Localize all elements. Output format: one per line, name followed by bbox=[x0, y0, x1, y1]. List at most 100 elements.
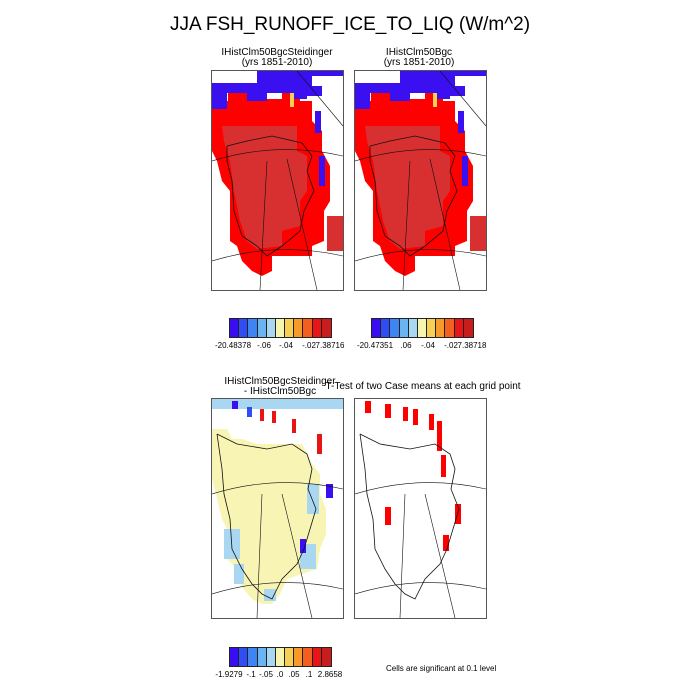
colorbar-tick-label: .0 bbox=[276, 670, 284, 679]
colorbar-swatch bbox=[266, 648, 276, 666]
coast bbox=[369, 135, 458, 257]
field-blue-center bbox=[300, 539, 306, 553]
meridian-2 bbox=[281, 493, 313, 618]
coast bbox=[226, 135, 315, 257]
meridian-1 bbox=[402, 160, 411, 290]
field-red-right-isle bbox=[470, 216, 486, 251]
sig-cell-3 bbox=[403, 407, 408, 421]
colorbar-tick-label: -20.48378 bbox=[214, 341, 252, 350]
colorbar-tick-label: -.02 bbox=[302, 341, 316, 350]
colorbar-swatch bbox=[372, 319, 382, 337]
field-yellow-strip bbox=[290, 93, 294, 107]
colorbar-tick-label: -20.47351 bbox=[356, 341, 394, 350]
parallel-1 bbox=[212, 482, 343, 495]
field-blue-right2 bbox=[462, 156, 468, 186]
colorbar-tick-label: .06 bbox=[400, 341, 412, 350]
colorbar-swatch bbox=[454, 319, 464, 337]
sig-cell-6 bbox=[437, 421, 442, 451]
field-blue-right1 bbox=[315, 111, 321, 133]
field-blue-right bbox=[326, 484, 333, 498]
field-blue-top1 bbox=[232, 401, 238, 409]
meridian-2 bbox=[429, 158, 461, 290]
colorbar-tick-label: -.02 bbox=[444, 341, 458, 350]
field-lightblue-right bbox=[307, 484, 319, 514]
panel-title-top-right: IHistClm50Bgc (yrs 1851-2010) bbox=[342, 48, 496, 68]
colorbar-tick-label: 7.38718 bbox=[457, 341, 487, 350]
coast bbox=[359, 433, 460, 600]
colorbar-swatch bbox=[248, 648, 258, 666]
panel-line2: - IHistClm50Bgc bbox=[243, 386, 317, 397]
meridian-2 bbox=[286, 158, 318, 290]
parallel-1 bbox=[355, 149, 486, 162]
colorbar-tick-label: -.06 bbox=[257, 341, 271, 350]
colorbar-swatch bbox=[266, 319, 276, 337]
field-red-right-isle bbox=[327, 216, 343, 251]
colorbar-swatch bbox=[390, 319, 400, 337]
field-blue-right2 bbox=[319, 156, 325, 186]
colorbar-top-right-ticks: -20.47351 .06 -.04 -.02 7.38718 bbox=[357, 341, 486, 351]
colorbar-swatch bbox=[417, 319, 428, 337]
map-top-right bbox=[354, 70, 487, 291]
colorbar-tick-label: -.05 bbox=[259, 670, 273, 679]
colorbar-swatch bbox=[257, 319, 267, 337]
map-top-left-graphic bbox=[212, 71, 343, 290]
colorbar-swatch bbox=[275, 319, 286, 337]
panel-title-top-left: IHistClm50BgcSteidinger (yrs 1851-2010) bbox=[200, 48, 354, 68]
colorbar-top-left-ticks: -20.48378 -.06 -.04 -.02 7.38716 bbox=[215, 341, 344, 351]
sig-cell-9 bbox=[455, 504, 461, 524]
colorbar-top-left bbox=[229, 318, 332, 338]
field-blue-right1 bbox=[458, 111, 464, 133]
colorbar-bottom bbox=[229, 647, 332, 667]
colorbar-swatch bbox=[248, 319, 258, 337]
panel-title-bottom-left: IHistClm50BgcSteidinger - IHistClm50Bgc bbox=[205, 377, 355, 397]
colorbar-swatch bbox=[312, 648, 322, 666]
colorbar-swatch bbox=[321, 648, 331, 666]
meridian-3 bbox=[296, 71, 343, 127]
colorbar-swatch bbox=[321, 319, 331, 337]
colorbar-swatch bbox=[303, 319, 313, 337]
colorbar-swatch bbox=[445, 319, 455, 337]
field-yellow-strip bbox=[433, 93, 437, 107]
parallel-1 bbox=[212, 149, 343, 162]
field-lightblue-bottom bbox=[264, 589, 276, 601]
colorbar-swatch bbox=[312, 319, 322, 337]
sig-cell-1 bbox=[365, 401, 371, 413]
map-bottom-left bbox=[211, 398, 344, 619]
parallel-2 bbox=[355, 249, 486, 262]
field-red-top1 bbox=[260, 409, 264, 421]
significance-note: Cells are significant at 0.1 level bbox=[386, 664, 497, 673]
colorbar-tick-label: -1.9279 bbox=[215, 670, 243, 679]
colorbar-swatch bbox=[303, 648, 313, 666]
meridian-1 bbox=[256, 493, 263, 618]
map-top-right-graphic bbox=[355, 71, 486, 290]
colorbar-bottom-ticks: -1.9279 -.1 -.05.0 .05 .1 2.8658 bbox=[215, 670, 342, 680]
colorbar-swatch bbox=[399, 319, 409, 337]
colorbar-swatch bbox=[285, 648, 295, 666]
field-red-top3 bbox=[292, 419, 296, 433]
panel-name: IHistClm50BgcSteidinger bbox=[221, 47, 333, 58]
field-lightblue-top bbox=[212, 399, 343, 409]
colorbar-swatch bbox=[381, 319, 391, 337]
field-yellow bbox=[212, 429, 326, 604]
sig-cell-2 bbox=[385, 404, 391, 418]
sig-cell-5 bbox=[429, 414, 434, 430]
colorbar-tick-label: -.1 bbox=[246, 670, 256, 679]
field-white-top bbox=[212, 71, 257, 83]
map-bottom-left-graphic bbox=[212, 399, 343, 618]
map-bottom-right-graphic bbox=[355, 401, 486, 618]
field-blue-top2 bbox=[247, 407, 252, 417]
meridian-1 bbox=[259, 160, 268, 290]
meridian-3 bbox=[439, 71, 486, 127]
colorbar-swatch bbox=[239, 319, 249, 337]
sig-cell-4 bbox=[413, 409, 418, 425]
colorbar-swatch bbox=[257, 648, 267, 666]
colorbar-swatch bbox=[285, 319, 295, 337]
parallel-2 bbox=[355, 582, 486, 595]
panel-subtitle: (yrs 1851-2010) bbox=[241, 57, 313, 68]
field-dark-red bbox=[365, 126, 450, 249]
panel-title-bottom-right: T-Test of two Case means at each grid po… bbox=[325, 381, 521, 392]
figure-title: JJA FSH_RUNOFF_ICE_TO_LIQ (W/m^2) bbox=[169, 14, 531, 35]
colorbar-tick-label: -.04 bbox=[421, 341, 435, 350]
colorbar-tick-label: .1 bbox=[305, 670, 313, 679]
parallel-1 bbox=[355, 482, 486, 495]
